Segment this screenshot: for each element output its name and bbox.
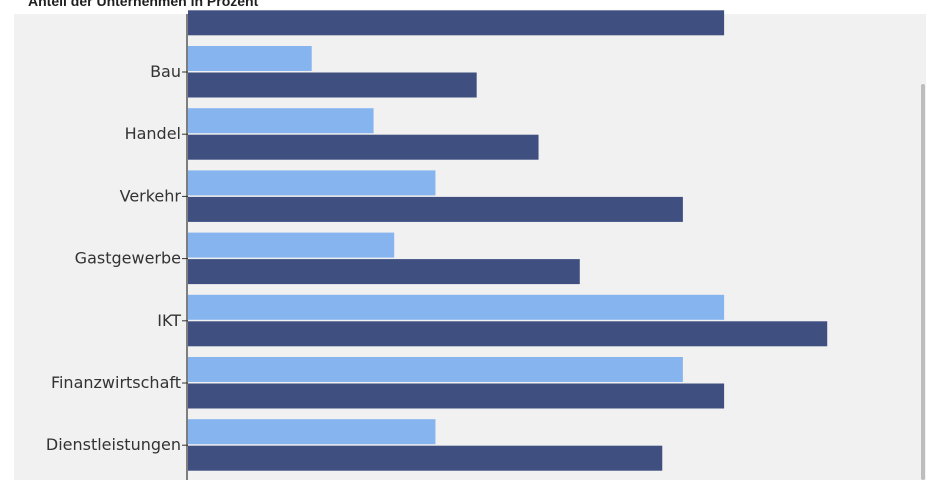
category-label-handel: Handel [125, 124, 181, 143]
bar-light-ikt [188, 294, 725, 320]
bar-light-finanzwirtschaft [188, 357, 683, 382]
bars-layer [188, 10, 828, 471]
bar-dark-handel [188, 134, 539, 160]
category-label-finanzwirtschaft: Finanzwirtschaft [51, 373, 181, 392]
bar-light-bau [188, 46, 312, 71]
bar-dark-gastgewerbe [188, 259, 580, 285]
bar-light-verkehr [188, 170, 436, 196]
bar-dark-dienstleistungen [188, 445, 663, 471]
bar-dark-bau [188, 72, 477, 98]
category-label-gastgewerbe: Gastgewerbe [75, 249, 181, 268]
bar-dark-ikt [188, 321, 828, 347]
bar-dark-top [188, 10, 725, 36]
bar-dark-finanzwirtschaft [188, 383, 725, 409]
category-label-verkehr: Verkehr [120, 186, 182, 205]
scrollbar-thumb[interactable] [921, 84, 925, 480]
category-label-ikt: IKT [157, 311, 181, 330]
bar-light-gastgewerbe [188, 232, 395, 258]
category-label-dienstleistungen: Dienstleistungen [46, 435, 181, 454]
chart-title: Anteil der Unternehmen in Prozent [28, 0, 259, 9]
bar-light-handel [188, 108, 374, 134]
y-axis-ticks [182, 71, 188, 446]
category-labels: Bau Handel Verkehr Gastgewerbe IKT Finanzwirt… [46, 62, 182, 454]
bar-dark-verkehr [188, 196, 683, 222]
category-label-bau: Bau [150, 62, 181, 81]
bar-light-dienstleistungen [188, 419, 436, 445]
